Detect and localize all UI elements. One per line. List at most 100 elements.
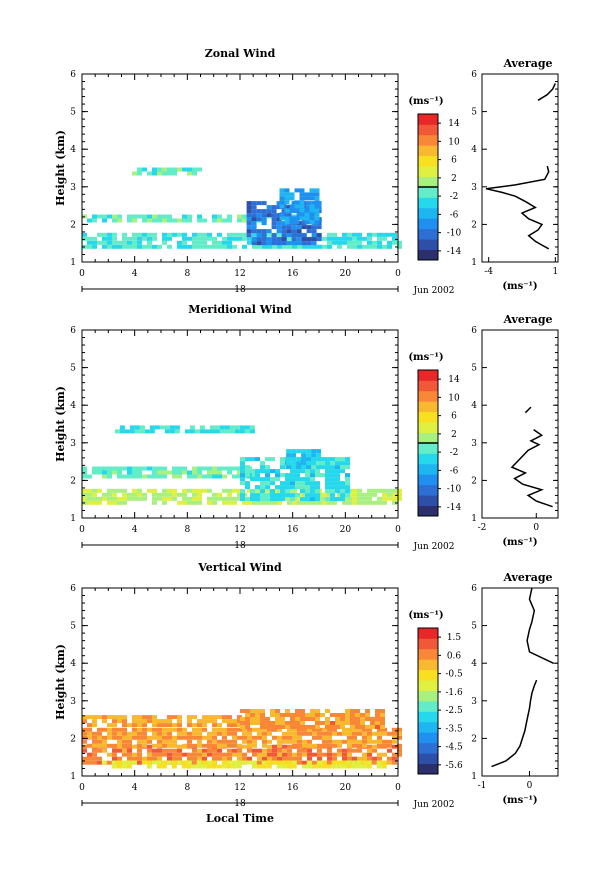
heatmap-cell [261, 209, 267, 214]
heatmap-cell [167, 731, 172, 736]
heatmap-cell [97, 760, 102, 765]
heatmap-cell [240, 457, 245, 462]
heatmap-cell [325, 709, 330, 713]
heatmap-cell [162, 488, 167, 493]
heatmap-cell [232, 232, 237, 237]
heatmap-cell [317, 748, 322, 753]
heatmap-cell [392, 739, 397, 744]
heatmap-cell [181, 764, 187, 769]
heatmap-cell [197, 244, 202, 249]
heatmap-cell [232, 752, 237, 757]
colorbar-tick-label: 0.6 [447, 651, 462, 661]
heatmap-cell [177, 715, 182, 720]
heatmap-cell [337, 492, 342, 497]
heatmap-cell [285, 485, 290, 490]
heatmap-cell [302, 743, 307, 748]
heatmap-cell [352, 727, 357, 732]
heatmap-cell [392, 496, 397, 501]
heatmap-cell [272, 735, 277, 740]
heatmap-cell [260, 725, 265, 729]
heatmap-cell [275, 721, 280, 725]
heatmap-cell [301, 449, 307, 454]
heatmap-cell [162, 743, 167, 748]
heatmap-cell [132, 756, 137, 761]
heatmap-cell [342, 752, 347, 757]
heatmap-cell [219, 425, 225, 430]
heatmap-cell [357, 492, 362, 497]
heatmap-cell [247, 731, 252, 736]
heatmap-cell [157, 171, 162, 176]
heatmap-cell [87, 500, 92, 505]
heatmap-cell [147, 756, 152, 761]
heatmap-cell [289, 220, 295, 225]
heatmap-cell [270, 457, 275, 462]
heatmap-cell [232, 731, 237, 736]
heatmap-cell [219, 429, 225, 434]
heatmap-cell [280, 461, 285, 466]
heatmap-cell [217, 723, 222, 728]
heatmap-cell [82, 739, 87, 744]
heatmap-cell [212, 752, 217, 757]
heatmap-region [132, 167, 202, 176]
heatmap-cell [387, 492, 392, 497]
heatmap-cell [92, 748, 97, 753]
y-tick-label: 5 [70, 364, 76, 374]
heatmap-region [82, 232, 402, 249]
heatmap-cell [152, 492, 157, 497]
heatmap-cell [245, 717, 250, 721]
heatmap-cell [365, 709, 370, 713]
heatmap-cell [311, 457, 317, 462]
heatmap-cell [356, 764, 362, 769]
colorbar-segment [418, 239, 438, 250]
heatmap-cell [229, 425, 235, 430]
heatmap-cell [287, 727, 292, 732]
heatmap-cell [295, 485, 300, 490]
heatmap-cell [162, 171, 167, 176]
heatmap-cell [227, 470, 232, 475]
heatmap-cell [316, 225, 322, 230]
heatmap-cell [132, 719, 137, 724]
heatmap-cell [172, 488, 177, 493]
heatmap-cell [152, 470, 157, 475]
heatmap-cell [255, 473, 260, 478]
heatmap-cell [382, 244, 387, 249]
heatmap-cell [372, 756, 377, 761]
average-title: Average [502, 313, 552, 326]
heatmap-cell [375, 717, 380, 721]
heatmap-cell [192, 760, 197, 765]
heatmap-cell [256, 229, 262, 234]
day-label: 18 [234, 285, 246, 295]
heatmap-cell [397, 731, 402, 736]
heatmap-cell [310, 465, 315, 470]
heatmap-cell [127, 218, 132, 223]
colorbar-segment [418, 422, 438, 433]
heatmap-cell [332, 500, 337, 505]
heatmap-cell [142, 474, 147, 479]
average-y-tick-label: 2 [471, 220, 477, 230]
heatmap-cell [271, 209, 277, 214]
heatmap-cell [182, 244, 187, 249]
heatmap-cell [285, 725, 290, 729]
heatmap-cell [92, 496, 97, 501]
heatmap-cell [82, 760, 87, 765]
heatmap-cell [357, 232, 362, 237]
heatmap-cell [112, 466, 117, 471]
heatmap-cell [281, 209, 287, 214]
heatmap-cell [291, 225, 297, 230]
heatmap-cell [266, 241, 272, 246]
heatmap-cell [192, 735, 197, 740]
heatmap-cell [156, 760, 162, 765]
heatmap-cell [197, 236, 202, 241]
x-axis-label: Local Time [206, 812, 274, 825]
heatmap-cell [212, 735, 217, 740]
heatmap-cell [102, 743, 107, 748]
heatmap-cell [141, 760, 147, 765]
heatmap-cell [387, 232, 392, 237]
heatmap-cell [217, 492, 222, 497]
heatmap-cell [162, 232, 167, 237]
heatmap-cell [271, 225, 277, 230]
heatmap-cell [142, 236, 147, 241]
y-tick-label: 6 [70, 326, 76, 336]
colorbar-segment [418, 176, 438, 188]
heatmap-cell [97, 748, 102, 753]
